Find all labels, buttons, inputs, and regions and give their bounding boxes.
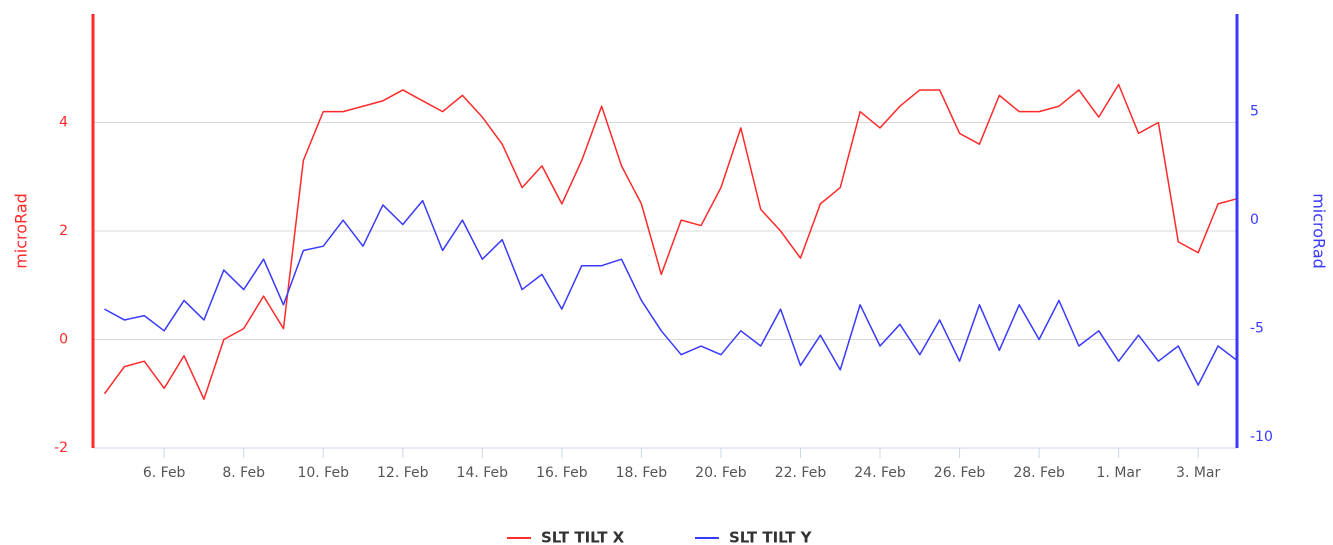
- x-tick-label: 1. Mar: [1097, 465, 1141, 481]
- y-tick-label: 0: [59, 332, 68, 348]
- x-tick-label: 3. Mar: [1176, 465, 1220, 481]
- y2-tick-label: -10: [1250, 429, 1273, 445]
- legend-label: SLT TILT Y: [729, 529, 813, 545]
- y-tick-label: 4: [59, 115, 68, 131]
- y2-tick-label: 0: [1250, 212, 1259, 228]
- x-tick-label: 24. Feb: [854, 465, 906, 481]
- y2-tick-label: 5: [1250, 104, 1259, 120]
- y2-tick-label: -5: [1250, 321, 1264, 337]
- y-tick-label: 2: [59, 223, 68, 239]
- y-axis-title: microRad: [12, 193, 31, 269]
- series-line: [104, 199, 1239, 386]
- x-tick-label: 18. Feb: [616, 465, 668, 481]
- x-tick-label: 20. Feb: [695, 465, 747, 481]
- x-tick-label: 14. Feb: [457, 465, 509, 481]
- x-tick-label: 16. Feb: [536, 465, 588, 481]
- x-tick-label: 10. Feb: [297, 465, 349, 481]
- y-tick-label: -2: [54, 440, 68, 456]
- x-tick-label: 22. Feb: [775, 465, 827, 481]
- series-line: [103, 83, 1239, 400]
- y2-axis-title: microRad: [1310, 193, 1329, 269]
- x-tick-label: 26. Feb: [934, 465, 986, 481]
- x-tick-label: 12. Feb: [377, 465, 429, 481]
- x-tick-label: 6. Feb: [143, 465, 186, 481]
- x-tick-label: 8. Feb: [222, 465, 265, 481]
- x-tick-label: 28. Feb: [1013, 465, 1065, 481]
- legend-label: SLT TILT X: [541, 529, 625, 545]
